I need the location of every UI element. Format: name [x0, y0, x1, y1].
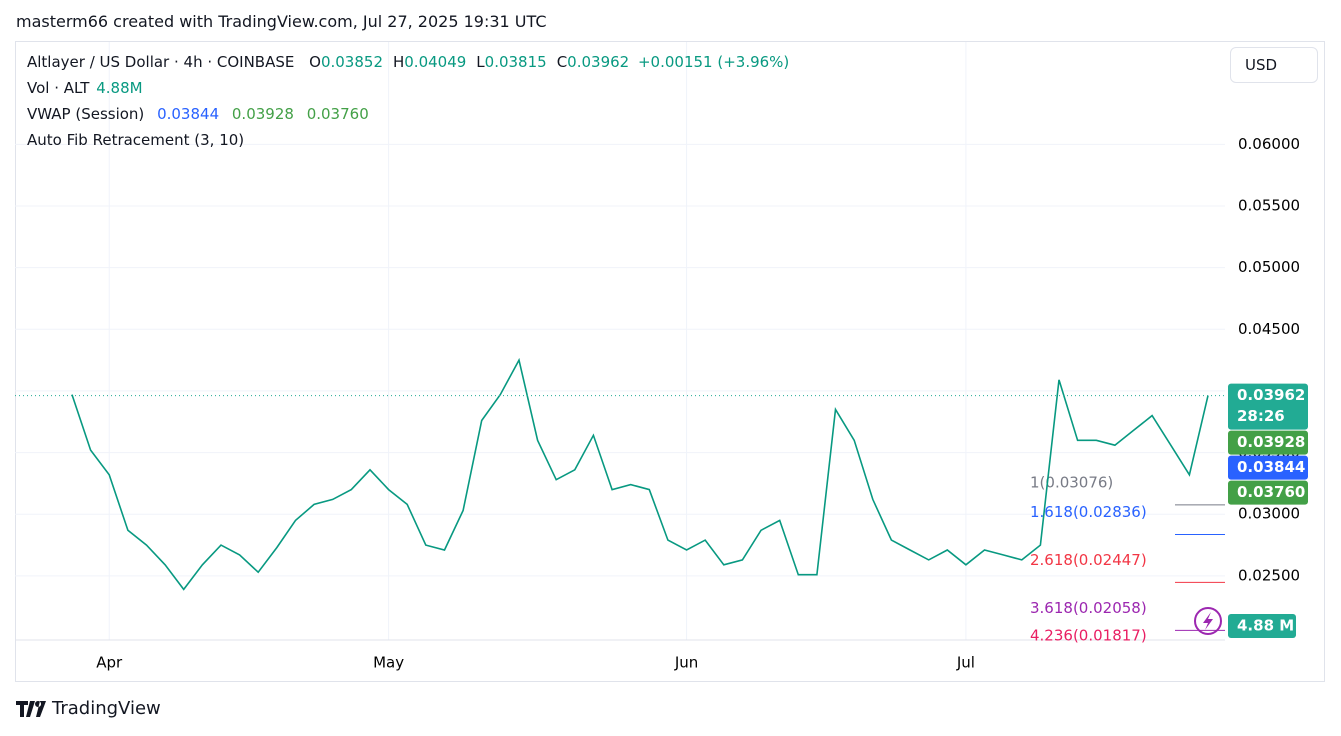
- vwap-value: 0.03928: [231, 105, 294, 123]
- fib-label: 1.618(0.02836): [1030, 503, 1147, 521]
- fib-label: 3.618(0.02058): [1030, 599, 1147, 617]
- fib-label: 1(0.03076): [1030, 473, 1113, 491]
- change: +0.00151 (+3.96%): [637, 53, 790, 71]
- vwap-value: 0.03844: [157, 105, 220, 123]
- price-badge-label: 0.03760: [1237, 483, 1305, 501]
- y-tick-label: 0.03000: [1238, 505, 1300, 523]
- legend-row: Altlayer / US Dollar · 4h · COINBASE O0.…: [27, 53, 791, 71]
- price-badge: [1228, 480, 1308, 505]
- y-tick-label: 0.02500: [1238, 566, 1300, 584]
- y-tick-label: 0.05000: [1238, 258, 1300, 276]
- price-line: [71, 357, 1209, 591]
- currency-button[interactable]: USD: [1230, 47, 1318, 83]
- price-badge-label: 0.03844: [1237, 458, 1305, 476]
- ohlc-value: 0.04049: [404, 53, 467, 71]
- volume-name: Vol · ALT: [27, 79, 90, 97]
- fib-name: Auto Fib Retracement (3, 10): [27, 131, 245, 149]
- symbol: Altlayer / US Dollar · 4h · COINBASE: [27, 53, 295, 71]
- volume-badge-label: 4.88 M: [1237, 617, 1294, 635]
- header: masterm66 created with TradingView.com, …: [16, 12, 547, 31]
- x-tick-label: Apr: [96, 654, 123, 672]
- price-badge-label: 0.03928: [1237, 433, 1305, 451]
- x-tick-label: May: [373, 654, 404, 672]
- vwap-name: VWAP (Session): [27, 105, 145, 123]
- legend-row: Auto Fib Retracement (3, 10): [27, 131, 246, 149]
- legend-row: Vol · ALT 4.88M: [27, 79, 145, 97]
- chart-frame: [15, 41, 1325, 682]
- ohlc-value: 0.03852: [320, 53, 383, 71]
- alert-bolt: [1203, 612, 1213, 630]
- y-tick-label: 0.04500: [1238, 320, 1300, 338]
- price-badge-label: 0.03962: [1237, 386, 1305, 404]
- ohlc-value: 0.03815: [484, 53, 547, 71]
- price-badge: [1228, 455, 1308, 480]
- ohlc-key: C: [556, 53, 568, 71]
- price-badge: [1228, 383, 1308, 430]
- ohlc: O0.03852 H0.04049 L0.03815 C0.03962: [301, 53, 631, 71]
- y-tick-label: 0.06000: [1238, 135, 1300, 153]
- brand: TradingView: [52, 698, 161, 719]
- fib-label: 2.618(0.02447): [1030, 551, 1147, 569]
- y-tick-label: 0.05500: [1238, 196, 1300, 214]
- volume-value: 4.88M: [96, 79, 143, 97]
- logo: [16, 700, 46, 717]
- ohlc-key: O: [309, 53, 321, 71]
- volume-badge: [1228, 614, 1296, 638]
- fib-label: 4.236(0.01817): [1030, 627, 1147, 645]
- price-badge-timer: 28:26: [1237, 407, 1285, 425]
- alert-icon: [1194, 607, 1222, 635]
- price-badge: [1228, 430, 1308, 455]
- ohlc-value: 0.03962: [567, 53, 630, 71]
- vwap-value: 0.03760: [306, 105, 369, 123]
- legend-row: VWAP (Session) 0.03844 0.03928 0.03760: [27, 105, 371, 123]
- x-tick-label: Jun: [674, 654, 698, 672]
- x-tick-label: Jul: [956, 654, 975, 672]
- ohlc-key: L: [476, 53, 485, 71]
- footer: TradingView: [16, 698, 161, 719]
- ohlc-key: H: [392, 53, 405, 71]
